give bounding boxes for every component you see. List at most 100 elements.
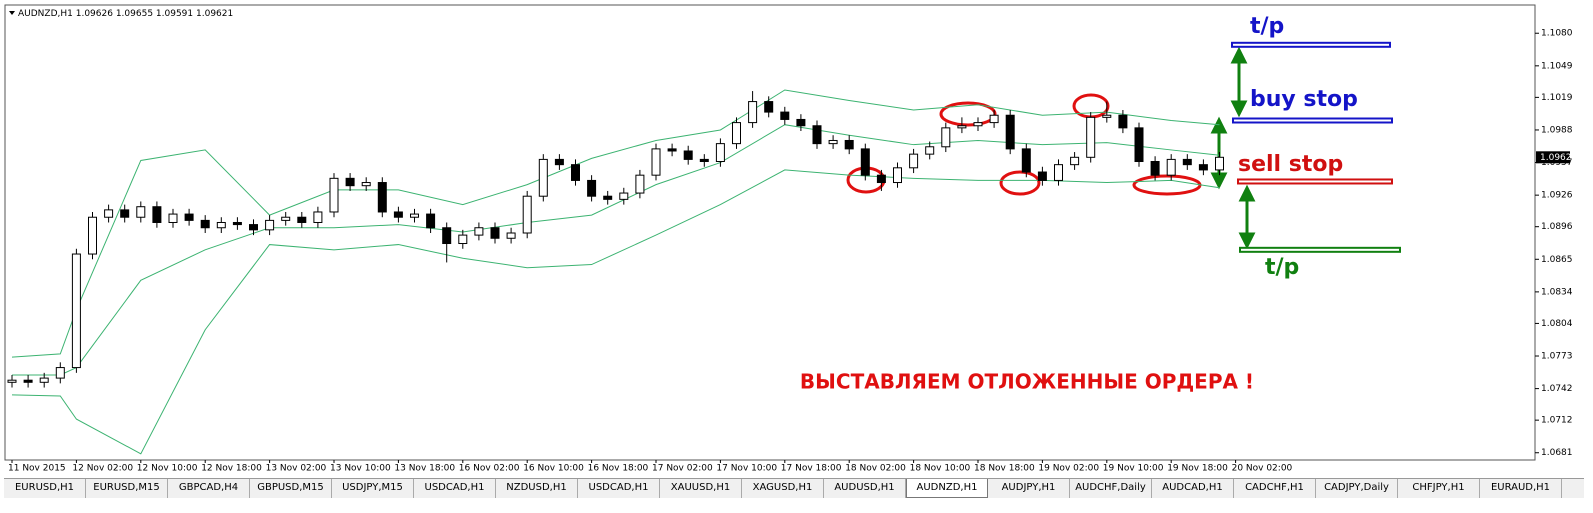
- chart-tab[interactable]: USDCAD,H1: [578, 479, 660, 498]
- order-level: [1239, 246, 1401, 253]
- chart-tab[interactable]: AUDCHF,Daily: [1070, 479, 1152, 498]
- candle-body: [216, 221, 226, 229]
- order-level: [1237, 178, 1393, 185]
- candle-body: [361, 182, 371, 187]
- candle-body: [635, 174, 645, 194]
- candle-body: [812, 125, 822, 145]
- x-tick-label: 18 Nov 02:00: [845, 464, 906, 474]
- candle-body: [989, 114, 999, 124]
- candle-body: [71, 253, 81, 369]
- y-tick-label: 1.0988: [1541, 125, 1573, 135]
- candle-body: [764, 101, 774, 113]
- chart-tab[interactable]: CADCHF,H1: [1234, 479, 1316, 498]
- ohlc-open: 1.09626: [76, 9, 113, 19]
- candle-body: [232, 221, 242, 226]
- candle-body: [554, 158, 564, 166]
- candle-body: [828, 139, 838, 145]
- candle-body: [715, 143, 725, 163]
- chart-tab[interactable]: EURUSD,H1: [4, 479, 86, 498]
- x-tick-label: 19 Nov 02:00: [1038, 464, 1099, 474]
- candle-body: [1102, 114, 1112, 118]
- y-tick-label: 1.1080: [1541, 29, 1573, 39]
- candle-body: [522, 195, 532, 234]
- x-tick-label: 17 Nov 18:00: [781, 464, 842, 474]
- chart-tab[interactable]: AUDCAD,H1: [1152, 479, 1234, 498]
- candle-body: [1215, 156, 1224, 171]
- y-tick-label: 1.0896: [1541, 222, 1573, 232]
- x-tick-label: 16 Nov 02:00: [459, 464, 520, 474]
- candle-body: [7, 379, 17, 383]
- candle-body: [1134, 127, 1144, 163]
- candle-body: [458, 234, 468, 245]
- candle-body: [281, 216, 291, 221]
- candle-body: [1086, 116, 1096, 158]
- chart: AUDNZD,H1 1.09626 1.09655 1.09591 1.0962…: [4, 4, 1573, 474]
- chart-tab[interactable]: AUDJPY,H1: [988, 479, 1070, 498]
- arrow-head: [1230, 100, 1248, 118]
- bollinger-middle: [12, 124, 1220, 376]
- y-tick-label: 1.0773: [1541, 352, 1573, 362]
- chart-tab[interactable]: XAUUSD,H1: [660, 479, 742, 498]
- x-tick-label: 12 Nov 18:00: [201, 464, 262, 474]
- chart-tab[interactable]: USDJPY,M15: [332, 479, 414, 498]
- candle-body: [1198, 164, 1208, 171]
- candle-body: [329, 177, 339, 213]
- current-price-box: [1536, 151, 1570, 164]
- candle-body: [1054, 164, 1063, 181]
- chart-tab[interactable]: USDCAD,H1: [414, 479, 496, 498]
- candle-body: [490, 227, 500, 239]
- bollinger-upper: [11, 89, 1220, 358]
- y-tick-label: 1.1049: [1541, 61, 1573, 71]
- x-tick-label: 17 Nov 10:00: [716, 464, 777, 474]
- candle-body: [393, 211, 403, 218]
- candle-body: [1166, 158, 1176, 176]
- x-tick-label: 18 Nov 18:00: [974, 464, 1035, 474]
- candle-body: [844, 139, 854, 150]
- chart-tab[interactable]: CADJPY,Daily: [1316, 479, 1398, 498]
- candle-body: [442, 227, 452, 245]
- annotation: ВЫСТАВЛЯЕМ ОТЛОЖЕННЫЕ ОРДЕРА !: [800, 370, 1254, 394]
- x-tick-label: 13 Nov 10:00: [330, 464, 391, 474]
- chart-tab[interactable]: CHFJPY,H1: [1398, 479, 1480, 498]
- symbol-header: AUDNZD,H1 1.09626 1.09655 1.09591 1.0962…: [18, 9, 233, 19]
- order-level-label: t/p: [1250, 14, 1284, 39]
- y-tick-label: 1.0712: [1541, 416, 1573, 426]
- candle-body: [265, 219, 275, 231]
- arrow-head: [1230, 46, 1248, 64]
- candle-body: [345, 177, 355, 187]
- chart-tab[interactable]: XAGUSD,H1: [742, 479, 824, 498]
- candle-body: [120, 209, 130, 218]
- ohlc-high: 1.09655: [116, 9, 153, 19]
- candle-body: [683, 150, 693, 160]
- x-tick-label: 20 Nov 02:00: [1232, 464, 1293, 474]
- order-level: [1231, 41, 1391, 48]
- candle-body: [538, 158, 548, 197]
- x-tick-label: 13 Nov 18:00: [394, 464, 455, 474]
- chart-tab[interactable]: GBPCAD,H4: [168, 479, 250, 498]
- candle-body: [506, 232, 516, 239]
- x-tick-label: 19 Nov 10:00: [1103, 464, 1164, 474]
- candle-body: [619, 192, 629, 200]
- chart-tab[interactable]: EURAUD,H1: [1480, 479, 1562, 498]
- candle-body: [1118, 114, 1128, 129]
- chart-tab[interactable]: AUDUSD,H1: [824, 479, 906, 498]
- chart-tab[interactable]: NZDUSD,H1: [496, 479, 578, 498]
- y-tick-label: 1.0926: [1541, 191, 1573, 201]
- candle-body: [651, 148, 661, 176]
- tab-bar: EURUSD,H1 EURUSD,M15 GBPCAD,H4 GBPUSD,M15 US…: [4, 478, 1584, 498]
- candle-body: [426, 213, 436, 229]
- candle-body: [973, 122, 983, 127]
- x-tick-label: 11 Nov 2015: [8, 464, 66, 474]
- candle-body: [1005, 114, 1015, 150]
- order-level: [1232, 117, 1393, 124]
- candle-body: [876, 174, 886, 184]
- candle-body: [957, 125, 967, 129]
- chart-tab[interactable]: GBPUSD,M15: [250, 479, 332, 498]
- chart-tab[interactable]: AUDNZD,H1: [906, 479, 988, 498]
- menu-icon[interactable]: [9, 11, 15, 15]
- candle-body: [474, 227, 484, 236]
- chart-tab[interactable]: EURUSD,M15: [86, 479, 168, 498]
- arrow-head: [1210, 116, 1228, 134]
- candle-body: [1150, 161, 1160, 176]
